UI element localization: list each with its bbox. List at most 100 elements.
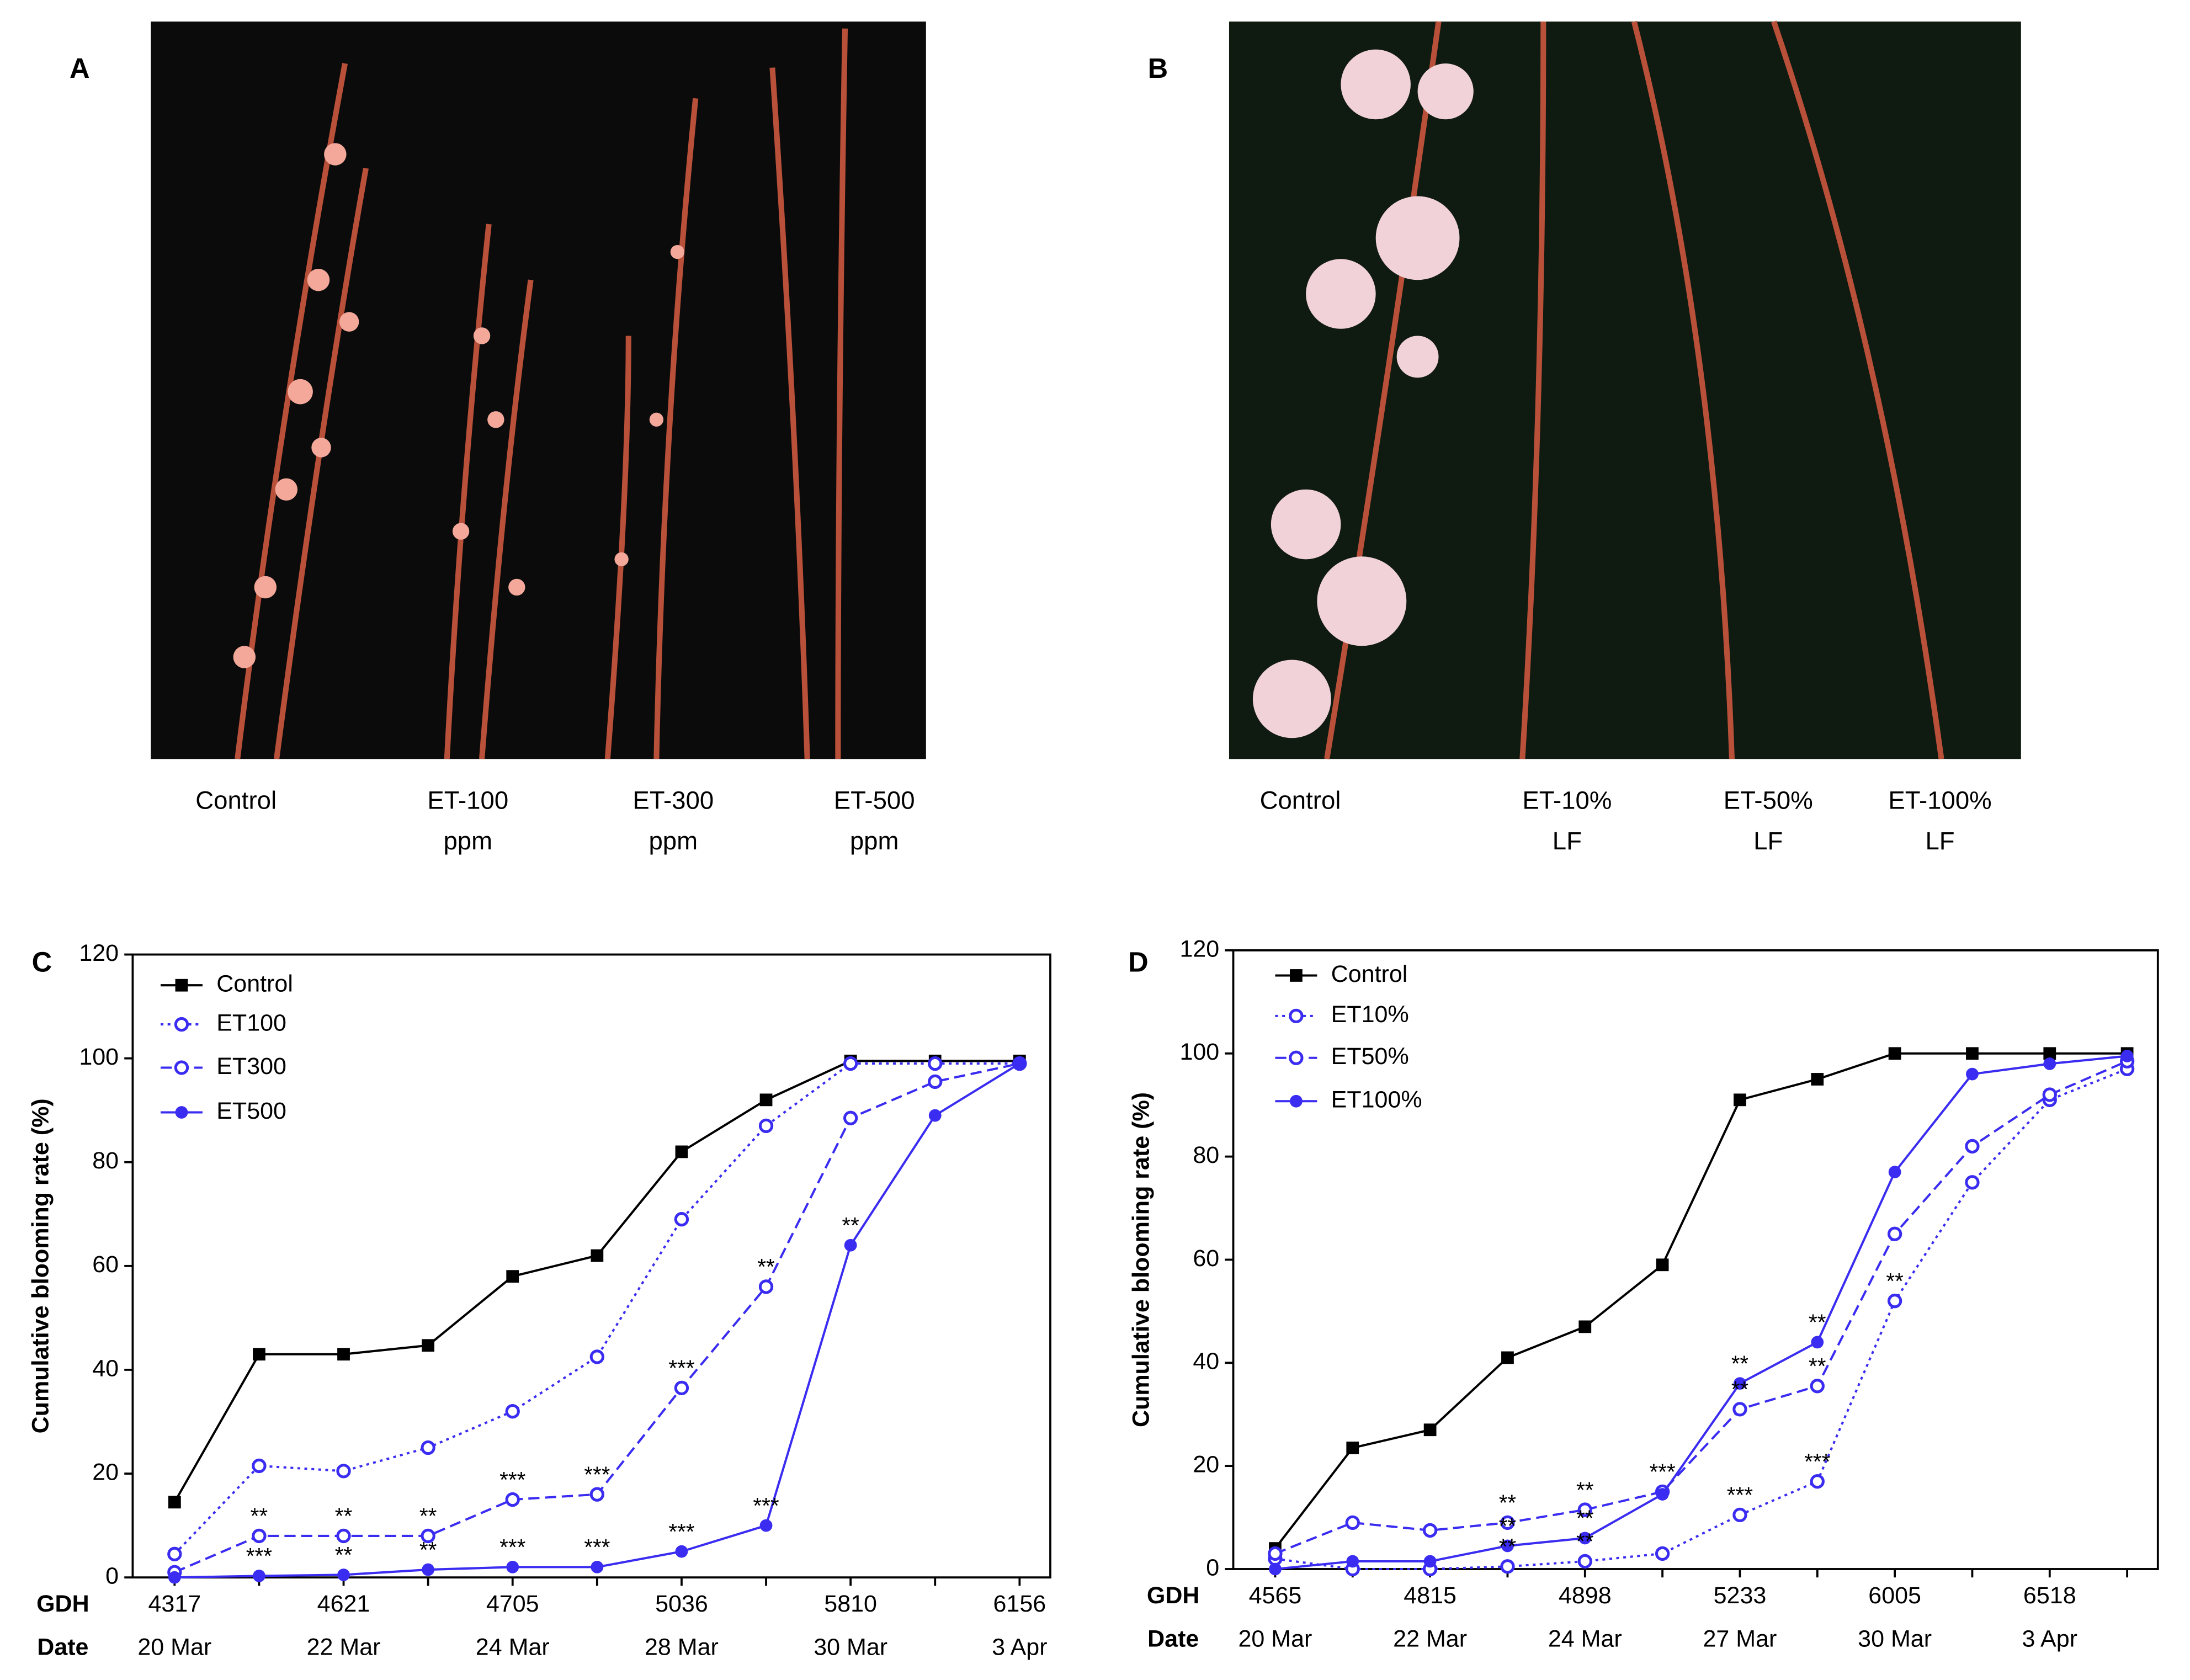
legend-marker [174,1060,189,1075]
legend-marker [175,979,188,992]
annotation: ** [335,1542,353,1567]
marker [759,1093,773,1107]
annotation: *** [499,1534,525,1560]
x-tick-label: 5810 [824,1591,877,1617]
panel-label: B [1148,52,1168,84]
photo-caption: ET-100% [1888,786,1991,815]
panel-label: D [1128,947,1149,978]
marker [167,1546,182,1561]
series-line [1274,1052,2128,1549]
date-label: 20 Mar [137,1634,211,1661]
date-label: 30 Mar [814,1634,887,1661]
photo-caption: ppm [850,827,899,855]
legend-label: ET100% [1331,1087,1422,1113]
annotation: *** [753,1493,779,1518]
series-line [1274,1060,2128,1555]
marker [928,1074,943,1089]
annotation: *** [246,1543,272,1569]
y-tick-label: 100 [79,1044,119,1070]
marker [1423,1555,1437,1568]
photo-caption: ET-50% [1724,786,1813,815]
annotation: ** [1499,1513,1517,1539]
marker [1732,1402,1747,1417]
y-tick-label: 20 [1193,1451,1219,1477]
marker [421,1528,435,1544]
y-tick-label: 0 [105,1563,119,1589]
marker [1578,1320,1592,1333]
marker [506,1560,519,1573]
annotation: *** [1649,1459,1675,1485]
x-tick-label: 6005 [1868,1582,1921,1609]
x-tick-label: 4815 [1404,1582,1457,1609]
annotation: *** [584,1534,610,1560]
marker [1501,1351,1514,1364]
y-tick-label: 60 [92,1251,119,1278]
annotation: *** [1727,1482,1753,1508]
photo-b [1229,20,2021,760]
marker [928,1109,942,1122]
annotation: ** [1886,1268,1904,1294]
marker [674,1212,689,1227]
marker [252,1528,267,1544]
marker [1887,1226,1902,1241]
photo-caption: LF [1753,827,1783,855]
x-tick-label: 6156 [993,1591,1046,1617]
x-tick-label: 4898 [1559,1582,1612,1609]
annotation: ** [1809,1310,1826,1335]
panel-label: A [70,52,90,84]
date-label: 3 Apr [2022,1625,2077,1652]
row-label: GDH [1147,1582,1200,1609]
annotation: *** [584,1461,610,1487]
marker [337,1569,350,1581]
legend-label: ET100 [216,1009,286,1036]
legend-label: ET300 [216,1053,286,1080]
series-line [1275,1067,2128,1571]
marker [1013,1057,1026,1070]
marker [505,1404,520,1419]
marker [2043,1047,2056,1060]
marker [422,1563,435,1576]
marker [1656,1488,1669,1501]
marker [1269,1562,1282,1576]
x-tick-label: 4705 [486,1591,539,1617]
photo-bg [1229,22,2021,759]
y-tick-label: 0 [1206,1554,1219,1581]
legend-marker [1290,969,1303,982]
photo-caption: Control [195,786,277,815]
marker [1810,1379,1825,1394]
legend-label: ET500 [216,1098,286,1124]
date-label: 27 Mar [1703,1625,1777,1652]
photo-caption: LF [1553,827,1582,855]
marker [1734,1093,1746,1107]
y-tick-label: 80 [92,1147,119,1174]
marker [336,1528,351,1544]
date-label: 20 Mar [1238,1625,1312,1652]
marker [758,1118,774,1134]
marker [1965,1175,1980,1190]
date-label: 30 Mar [1858,1625,1932,1652]
y-tick-label: 40 [1193,1348,1219,1375]
marker [759,1519,773,1532]
marker [1966,1047,1979,1060]
y-axis-label: Cumulative blooming rate (%) [27,1098,54,1433]
annotation: ** [1576,1529,1594,1554]
x-tick-label: 6518 [2023,1582,2076,1609]
marker [168,1496,181,1509]
marker [1734,1377,1746,1390]
blossoms [233,143,684,668]
marker [1268,1546,1283,1561]
marker [1346,1442,1359,1454]
y-axis-label: Cumulative blooming rate (%) [1128,1092,1154,1427]
legend-label: Control [216,971,293,997]
marker [1346,1555,1359,1568]
annotation: ** [1576,1477,1594,1502]
legend-marker [175,1106,188,1119]
row-label: GDH [36,1591,89,1617]
series-line [1275,1055,2128,1570]
marker [1577,1554,1592,1569]
marker [1965,1139,1980,1154]
y-tick-label: 120 [1179,935,1219,962]
marker [589,1349,604,1364]
